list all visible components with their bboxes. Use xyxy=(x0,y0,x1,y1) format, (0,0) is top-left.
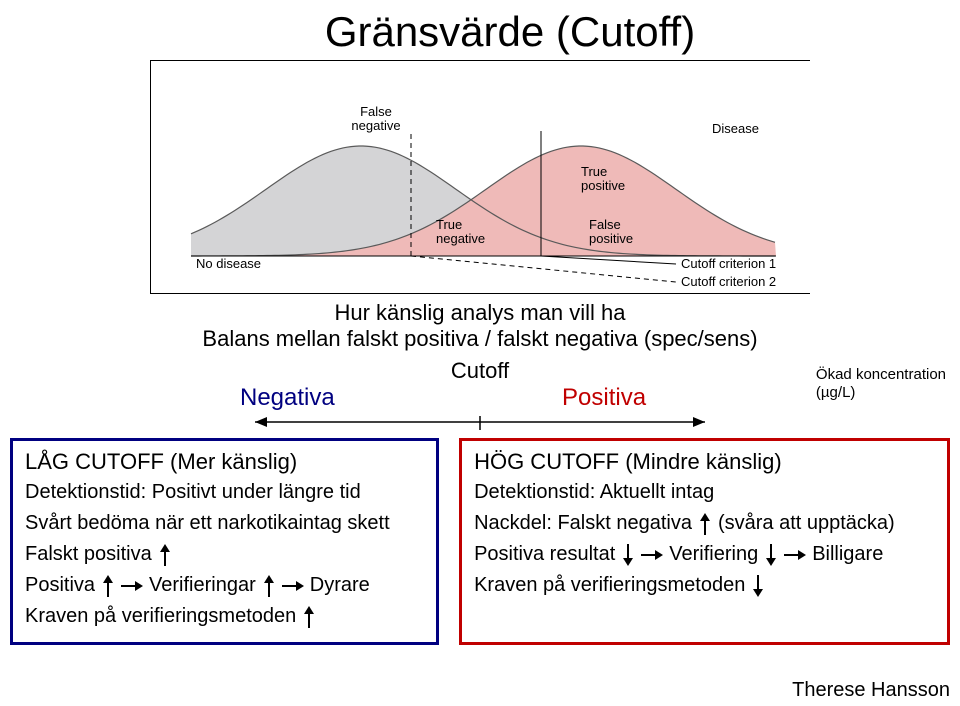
low-cutoff-heading: LÅG CUTOFF (Mer känslig) xyxy=(25,449,424,475)
subtitle-line2: Balans mellan falskt positiva / falskt n… xyxy=(0,326,960,352)
up-arrow-icon xyxy=(302,606,316,628)
high-cutoff-box: HÖG CUTOFF (Mindre känslig) Detektionsti… xyxy=(459,438,950,645)
svg-text:negative: negative xyxy=(351,118,400,133)
high-cutoff-row: Positiva resultat Verifiering Billigare xyxy=(474,539,935,570)
text: Verifiering xyxy=(669,539,758,570)
text: Positiva resultat xyxy=(474,539,615,570)
high-cutoff-row: Kraven på verifieringsmetoden xyxy=(474,570,935,601)
up-arrow-icon xyxy=(158,544,172,566)
text: Detektionstid: Aktuellt intag xyxy=(474,477,714,508)
text: Nackdel: Falskt negativa xyxy=(474,508,692,539)
svg-text:positive: positive xyxy=(589,231,633,246)
axis-arrow-icon xyxy=(245,416,715,434)
text: Positiva xyxy=(25,570,95,601)
svg-text:Cutoff criterion 2: Cutoff criterion 2 xyxy=(681,274,776,289)
page-title: Gränsvärde (Cutoff) xyxy=(60,0,960,60)
positiva-label: Positiva xyxy=(562,384,646,412)
low-cutoff-row: Svårt bedöma när ett narkotikaintag sket… xyxy=(25,508,424,539)
right-arrow-icon xyxy=(641,548,663,562)
down-arrow-icon xyxy=(621,544,635,566)
high-cutoff-heading: HÖG CUTOFF (Mindre känslig) xyxy=(474,449,935,475)
low-cutoff-row: Detektionstid: Positivt under längre tid xyxy=(25,477,424,508)
text: Dyrare xyxy=(310,570,370,601)
up-arrow-icon xyxy=(262,575,276,597)
high-cutoff-row: Nackdel: Falskt negativa (svåra att upptä… xyxy=(474,508,935,539)
svg-text:No disease: No disease xyxy=(196,256,261,271)
text: Billigare xyxy=(812,539,883,570)
low-cutoff-row: Kraven på verifieringsmetoden xyxy=(25,601,424,632)
high-cutoff-row: Detektionstid: Aktuellt intag xyxy=(474,477,935,508)
svg-text:Cutoff criterion 1: Cutoff criterion 1 xyxy=(681,256,776,271)
up-arrow-icon xyxy=(101,575,115,597)
credit: Therese Hansson xyxy=(792,679,950,702)
text: (svåra att upptäcka) xyxy=(718,508,895,539)
svg-text:False: False xyxy=(360,104,392,119)
svg-text:False: False xyxy=(589,217,621,232)
svg-text:True: True xyxy=(436,217,462,232)
text: Kraven på verifieringsmetoden xyxy=(25,601,296,632)
cutoff-axis: Cutoff Negativa Positiva Ökad koncentrat… xyxy=(0,358,960,436)
subtitle: Hur känslig analys man vill ha Balans me… xyxy=(0,300,960,352)
text: Kraven på verifieringsmetoden xyxy=(474,570,745,601)
down-arrow-icon xyxy=(751,575,765,597)
right-arrow-icon xyxy=(282,579,304,593)
text: Svårt bedöma när ett narkotikaintag sket… xyxy=(25,508,390,539)
low-cutoff-row: Falskt positiva xyxy=(25,539,424,570)
svg-text:negative: negative xyxy=(436,231,485,246)
svg-text:Disease: Disease xyxy=(712,121,759,136)
right-arrow-icon xyxy=(121,579,143,593)
text: Detektionstid: Positivt under längre tid xyxy=(25,477,361,508)
svg-text:True: True xyxy=(581,164,607,179)
koncentration-label: Ökad koncentration(µg/L) xyxy=(816,366,946,402)
up-arrow-icon xyxy=(698,513,712,535)
cutoff-label: Cutoff xyxy=(451,358,509,384)
text: Falskt positiva xyxy=(25,539,152,570)
svg-text:positive: positive xyxy=(581,178,625,193)
right-arrow-icon xyxy=(784,548,806,562)
text: Verifieringar xyxy=(149,570,256,601)
down-arrow-icon xyxy=(764,544,778,566)
low-cutoff-row: Positiva Verifieringar Dyrare xyxy=(25,570,424,601)
cutoff-figure: No diseaseDiseaseFalsenegativeTruepositi… xyxy=(150,60,810,294)
subtitle-line1: Hur känslig analys man vill ha xyxy=(0,300,960,326)
negativa-label: Negativa xyxy=(240,384,335,412)
low-cutoff-box: LÅG CUTOFF (Mer känslig) Detektionstid: … xyxy=(10,438,439,645)
